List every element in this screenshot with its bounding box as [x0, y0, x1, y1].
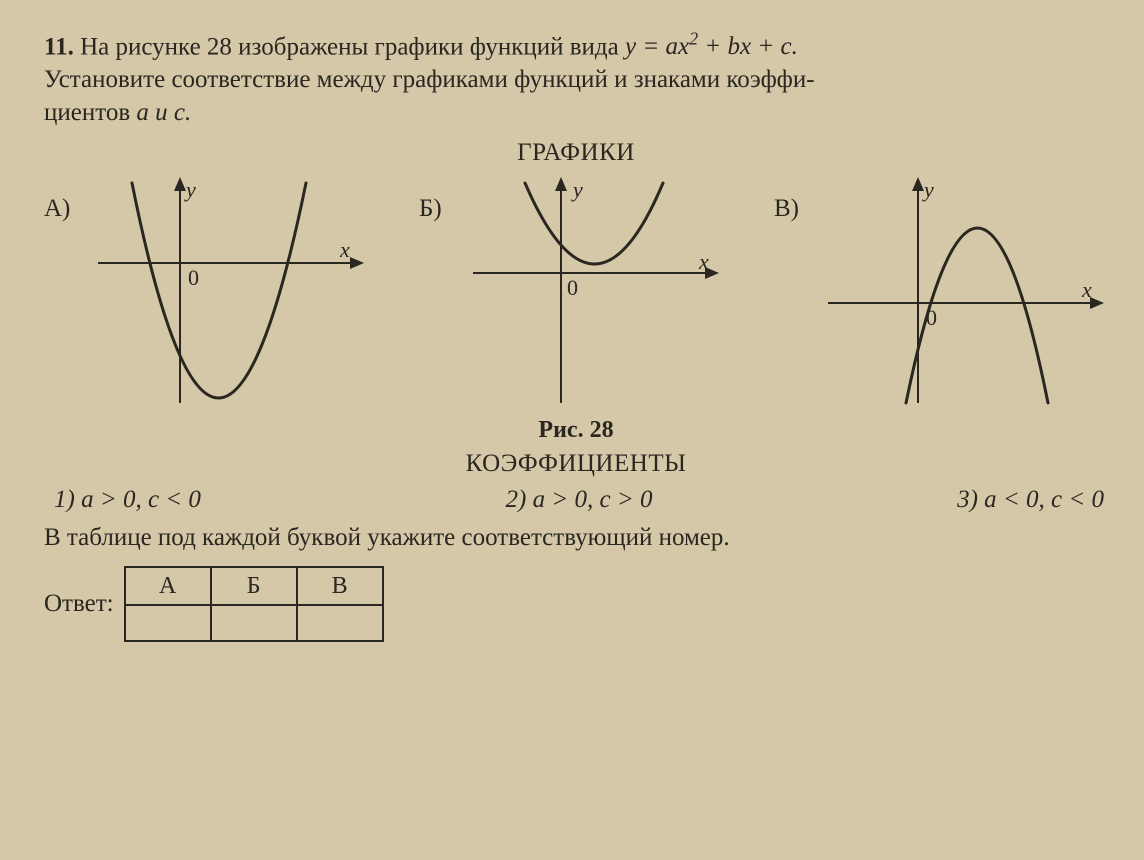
coeff-option-2: 2) a > 0, c > 0: [506, 486, 653, 514]
problem-text-2: Установите соответствие между графиками …: [44, 66, 815, 93]
graph-A: А) y x 0: [44, 173, 368, 413]
answer-label: Ответ:: [44, 590, 114, 618]
answer-cell-V[interactable]: [297, 605, 383, 641]
graph-V-xlabel: x: [1081, 277, 1092, 302]
graphs-row: А) y x 0 Б) y x 0: [44, 173, 1108, 413]
problem-formula: y = ax2 + bx + c.: [625, 33, 798, 60]
graph-A-origin: 0: [188, 265, 199, 290]
graph-A-label: А): [44, 195, 82, 223]
graph-B-origin: 0: [567, 275, 578, 300]
graph-B-xlabel: x: [698, 249, 709, 274]
answer-header-V: В: [297, 567, 383, 605]
answer-cell-B[interactable]: [211, 605, 297, 641]
graph-V: В) y x 0: [774, 173, 1108, 413]
graph-B-label: Б): [419, 195, 457, 223]
figure-caption: Рис. 28: [44, 417, 1108, 444]
graph-B-svg: y x 0: [463, 173, 723, 413]
answer-row: Ответ: А Б В: [44, 566, 1108, 642]
answer-header-B: Б: [211, 567, 297, 605]
graph-V-origin: 0: [926, 305, 937, 330]
graph-B-ylabel: y: [571, 177, 583, 202]
coefficients-title: КОЭФФИЦИЕНТЫ: [44, 450, 1108, 478]
graph-A-svg: y x 0: [88, 173, 368, 413]
table-row: А Б В: [125, 567, 383, 605]
graph-B-curve: [525, 183, 663, 264]
graph-V-ylabel: y: [922, 177, 934, 202]
graph-V-label: В): [774, 195, 812, 223]
problem-statement: 11. На рисунке 28 изображены графики фун…: [44, 28, 1108, 129]
answer-table: А Б В: [124, 566, 384, 642]
graph-A-xlabel: x: [339, 237, 350, 262]
coefficients-row: 1) a > 0, c < 0 2) a > 0, c > 0 3) a < 0…: [44, 486, 1108, 514]
problem-text-3: циентов: [44, 99, 136, 126]
coeff-option-3: 3) a < 0, c < 0: [957, 486, 1104, 514]
problem-text-1: На рисунке 28 изображены графики функций…: [80, 33, 625, 60]
graph-A-ylabel: y: [184, 177, 196, 202]
graph-B: Б) y x 0: [419, 173, 723, 413]
graph-A-curve: [132, 183, 306, 398]
table-row: [125, 605, 383, 641]
graphs-title: ГРАФИКИ: [44, 139, 1108, 167]
coeff-option-1: 1) a > 0, c < 0: [54, 486, 201, 514]
page: 11. На рисунке 28 изображены графики фун…: [0, 0, 1144, 654]
problem-number: 11.: [44, 33, 74, 60]
problem-text-3-vars: a и c.: [136, 99, 191, 126]
answer-header-A: А: [125, 567, 211, 605]
instruction-text: В таблице под каждой буквой укажите соот…: [44, 524, 1108, 552]
graph-V-svg: y x 0: [818, 173, 1108, 413]
answer-cell-A[interactable]: [125, 605, 211, 641]
